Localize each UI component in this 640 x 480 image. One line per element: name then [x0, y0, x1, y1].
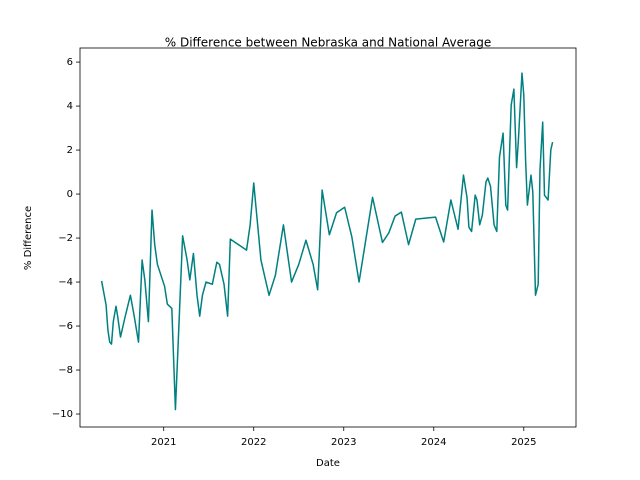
y-tick-label: −4 — [58, 277, 73, 288]
y-tick-label: 6 — [67, 57, 73, 68]
x-tick-label: 2025 — [511, 437, 536, 448]
y-axis-label: % Difference — [23, 206, 34, 270]
x-tick-label: 2024 — [421, 437, 446, 448]
x-tick-label: 2021 — [151, 437, 176, 448]
chart-title: % Difference between Nebraska and Nation… — [165, 36, 492, 50]
x-axis-label: Date — [316, 458, 340, 469]
y-tick-label: 0 — [67, 189, 73, 200]
y-tick-label: 4 — [67, 101, 73, 112]
y-tick-label: −8 — [58, 365, 73, 376]
x-tick-label: 2022 — [241, 437, 266, 448]
y-tick-label: −2 — [58, 233, 73, 244]
y-tick-label: −6 — [58, 321, 73, 332]
plot-frame — [79, 47, 577, 428]
y-tick-label: 2 — [67, 145, 73, 156]
x-tick-label: 2023 — [331, 437, 356, 448]
data-line — [100, 72, 554, 411]
y-tick-label: −10 — [52, 409, 73, 420]
